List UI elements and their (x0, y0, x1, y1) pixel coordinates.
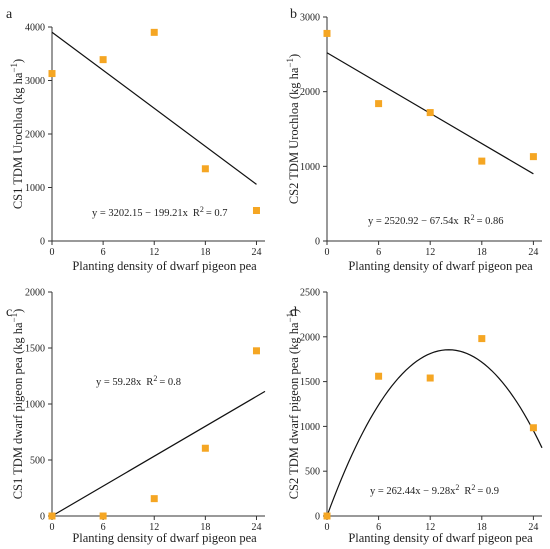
x-tick-label: 24 (251, 247, 261, 258)
data-point (48, 512, 56, 520)
chart-panel-d: d 0 6 12 18 24 0 500 1000 1500 2000 2500 Planting de… (285, 288, 543, 545)
x-tick-label: 18 (200, 247, 210, 258)
x-tick-label: 24 (251, 522, 261, 533)
y-tick-label: 500 (30, 456, 45, 467)
y-tick-label: 1000 (300, 422, 320, 433)
x-tick-label: 12 (149, 522, 159, 533)
y-tick-label: 1000 (300, 162, 320, 173)
y-axis-title: CS2 TDM Urochloa (kg ha−1) (285, 54, 301, 204)
y-tick-label: 2000 (25, 288, 45, 299)
x-tick-label: 12 (425, 247, 435, 258)
panel-letter: c (6, 305, 12, 320)
y-tick-label: 1500 (25, 344, 45, 355)
fit-line (51, 31, 257, 185)
data-point (478, 335, 486, 343)
x-tick-label: 6 (376, 522, 381, 533)
x-tick-label: 6 (101, 522, 106, 533)
x-tick-label: 18 (200, 522, 210, 533)
fit-line (51, 390, 266, 517)
data-point (323, 512, 331, 520)
x-tick-label: 12 (425, 522, 435, 533)
data-point (478, 157, 486, 165)
x-tick-label: 18 (477, 247, 487, 258)
x-tick-label: 0 (50, 522, 55, 533)
data-point (252, 207, 260, 215)
y-tick-label: 0 (40, 512, 45, 523)
y-axis-title: CS1 TDM dwarf pigeon pea (kg ha−1) (9, 309, 25, 500)
data-point (48, 70, 56, 78)
fit-line (326, 349, 543, 517)
x-tick-label: 18 (477, 522, 487, 533)
y-tick-label: 4000 (25, 23, 45, 34)
x-tick-label: 12 (149, 247, 159, 258)
panel-letter: d (290, 305, 297, 320)
y-tick-label: 1000 (25, 400, 45, 411)
chart-panel-b: b 0 6 12 18 24 0 1000 2000 3000 Planting density o… (285, 7, 542, 273)
data-point (375, 372, 383, 380)
y-tick-label: 500 (305, 467, 320, 478)
y-axis-title: CS2 TDM dwarf pigeon pea (kg ha−1) (285, 309, 301, 500)
y-tick-label: 3000 (25, 76, 45, 87)
data-point (426, 374, 434, 382)
panel-letter: b (290, 7, 297, 22)
x-tick-label: 0 (325, 247, 330, 258)
data-point (426, 109, 434, 117)
y-tick-label: 0 (40, 237, 45, 248)
x-tick-label: 24 (528, 247, 538, 258)
data-point (375, 100, 383, 108)
equation-text: y = 2520.92 − 67.54x R2 = 0.86 (368, 213, 504, 228)
x-tick-label: 6 (101, 247, 106, 258)
equation-text: y = 262.44x − 9.28x2 R2 = 0.9 (370, 483, 499, 498)
data-point (150, 28, 158, 36)
data-point (99, 56, 107, 64)
y-tick-label: 2000 (25, 130, 45, 141)
y-tick-label: 2500 (300, 288, 320, 299)
x-tick-label: 6 (376, 247, 381, 258)
data-point (99, 512, 107, 520)
x-axis-title: Planting density of dwarf pigeon pea (348, 531, 533, 545)
data-point (252, 347, 260, 355)
x-tick-label: 0 (50, 247, 55, 258)
y-tick-label: 2000 (300, 332, 320, 343)
y-tick-label: 2000 (300, 87, 320, 98)
data-point (529, 424, 537, 432)
x-axis-title: Planting density of dwarf pigeon pea (348, 259, 533, 273)
data-point (201, 444, 209, 452)
y-tick-label: 0 (315, 512, 320, 523)
data-point (201, 165, 209, 173)
chart-panel-c: c 0 6 12 18 24 0 500 1000 1500 2000 Planting densit… (6, 288, 266, 545)
data-point (150, 495, 158, 503)
y-tick-label: 1000 (25, 183, 45, 194)
equation-text: y = 3202.15 − 199.21x R2 = 0.7 (92, 205, 228, 220)
y-tick-label: 1500 (300, 377, 320, 388)
data-point (323, 29, 331, 37)
x-tick-label: 0 (325, 522, 330, 533)
x-tick-label: 24 (528, 522, 538, 533)
equation-text: y = 59.28x R2 = 0.8 (96, 374, 181, 389)
chart-panel-a: a 0 6 12 18 24 0 1000 2000 3000 4000 Planting densi… (6, 7, 265, 273)
data-point (529, 153, 537, 161)
panel-letter: a (6, 7, 13, 22)
y-tick-label: 0 (315, 237, 320, 248)
y-tick-label: 3000 (300, 13, 320, 24)
x-axis-title: Planting density of dwarf pigeon pea (72, 259, 257, 273)
x-axis-title: Planting density of dwarf pigeon pea (72, 531, 257, 545)
y-axis-title: CS1 TDM Urochloa (kg ha−1) (9, 59, 25, 209)
